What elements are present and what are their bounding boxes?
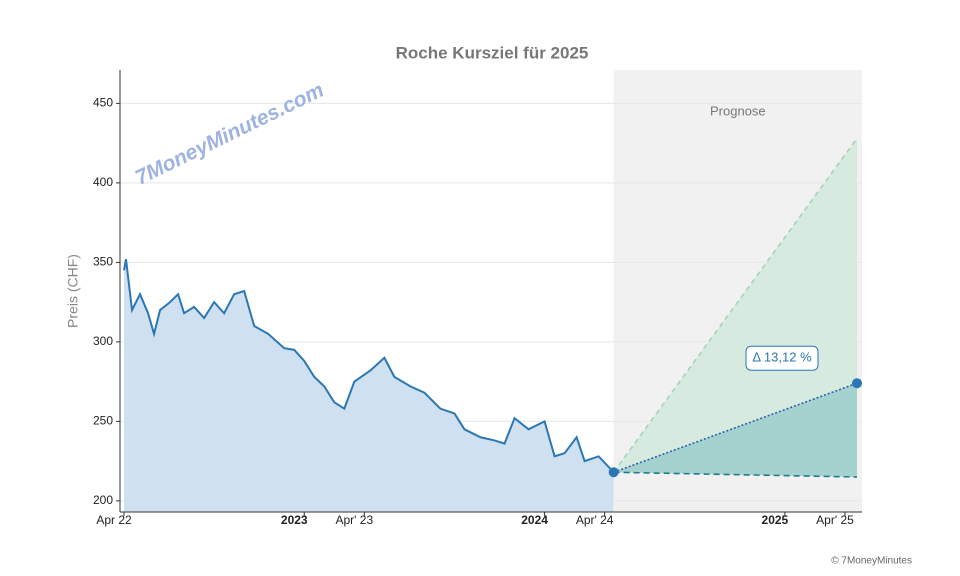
start-point: [608, 467, 619, 478]
y-tick-label: 300: [93, 334, 113, 348]
y-tick-label: 400: [93, 175, 113, 189]
x-tick-label: Apr' 23: [336, 513, 374, 527]
x-tick-label: 2024: [521, 513, 548, 527]
y-tick-label: 250: [93, 414, 113, 428]
x-tick-label: Apr 22: [96, 513, 132, 527]
y-tick-label: 200: [93, 493, 113, 507]
forecast-target-area: [613, 383, 857, 478]
history-area: [124, 259, 614, 512]
y-tick-label: 450: [93, 96, 113, 110]
annotation-box: [745, 345, 819, 371]
y-axis-label: Preis (CHF): [65, 254, 81, 328]
x-tick-label: 2023: [281, 513, 308, 527]
x-tick-label: 2025: [762, 513, 789, 527]
line: [613, 382, 858, 474]
watermark: 7MoneyMinutes.com: [132, 79, 328, 190]
y-tick-label: 350: [93, 255, 113, 269]
copyright: © 7MoneyMinutes: [831, 556, 912, 567]
x-tick-label: Apr' 24: [576, 513, 614, 527]
annotation: Δ 13,12 %: [752, 350, 812, 365]
line: [123, 259, 615, 473]
target-point: [851, 378, 862, 389]
x-tick-label: Apr' 25: [816, 513, 854, 527]
line: [613, 137, 858, 473]
forecast-label: Prognose: [710, 103, 766, 118]
chart-title: Roche Kursziel für 2025: [396, 43, 589, 62]
line: [613, 471, 858, 478]
